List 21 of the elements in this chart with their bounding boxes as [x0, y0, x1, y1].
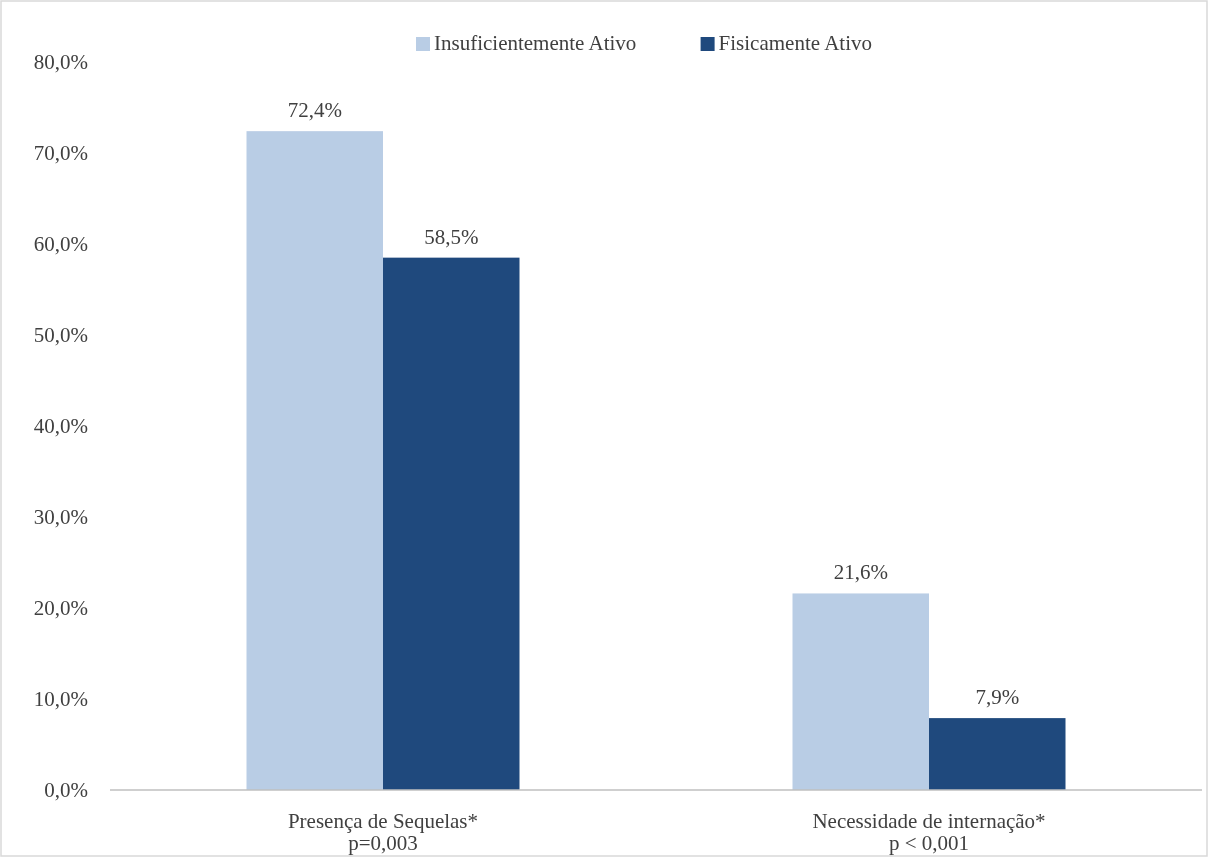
y-tick-label: 50,0%: [33, 323, 88, 348]
y-tick-label: 0,0%: [44, 778, 88, 803]
data-label: 7,9%: [975, 685, 1020, 710]
y-tick-label: 10,0%: [33, 687, 88, 712]
y-tick-label: 60,0%: [33, 232, 88, 257]
y-tick-label: 70,0%: [33, 141, 88, 166]
data-label: 21,6%: [833, 560, 888, 585]
bar: [792, 593, 929, 790]
bar: [383, 257, 520, 790]
bar: [246, 131, 383, 790]
legend-label: Fisicamente Ativo: [718, 31, 873, 55]
x-tick-label: Necessidade de internação* p < 0,001: [812, 809, 1046, 855]
bar: [929, 718, 1066, 790]
y-tick-label: 30,0%: [33, 505, 88, 530]
y-tick-label: 80,0%: [33, 50, 88, 75]
y-tick-label: 40,0%: [33, 414, 88, 439]
data-label: 72,4%: [287, 98, 342, 123]
x-tick-label: Presença de Sequelas* p=0,003: [287, 809, 479, 855]
legend-label: Insuficientemente Ativo: [434, 31, 637, 55]
y-tick-label: 20,0%: [33, 596, 88, 621]
data-label: 58,5%: [424, 224, 479, 249]
